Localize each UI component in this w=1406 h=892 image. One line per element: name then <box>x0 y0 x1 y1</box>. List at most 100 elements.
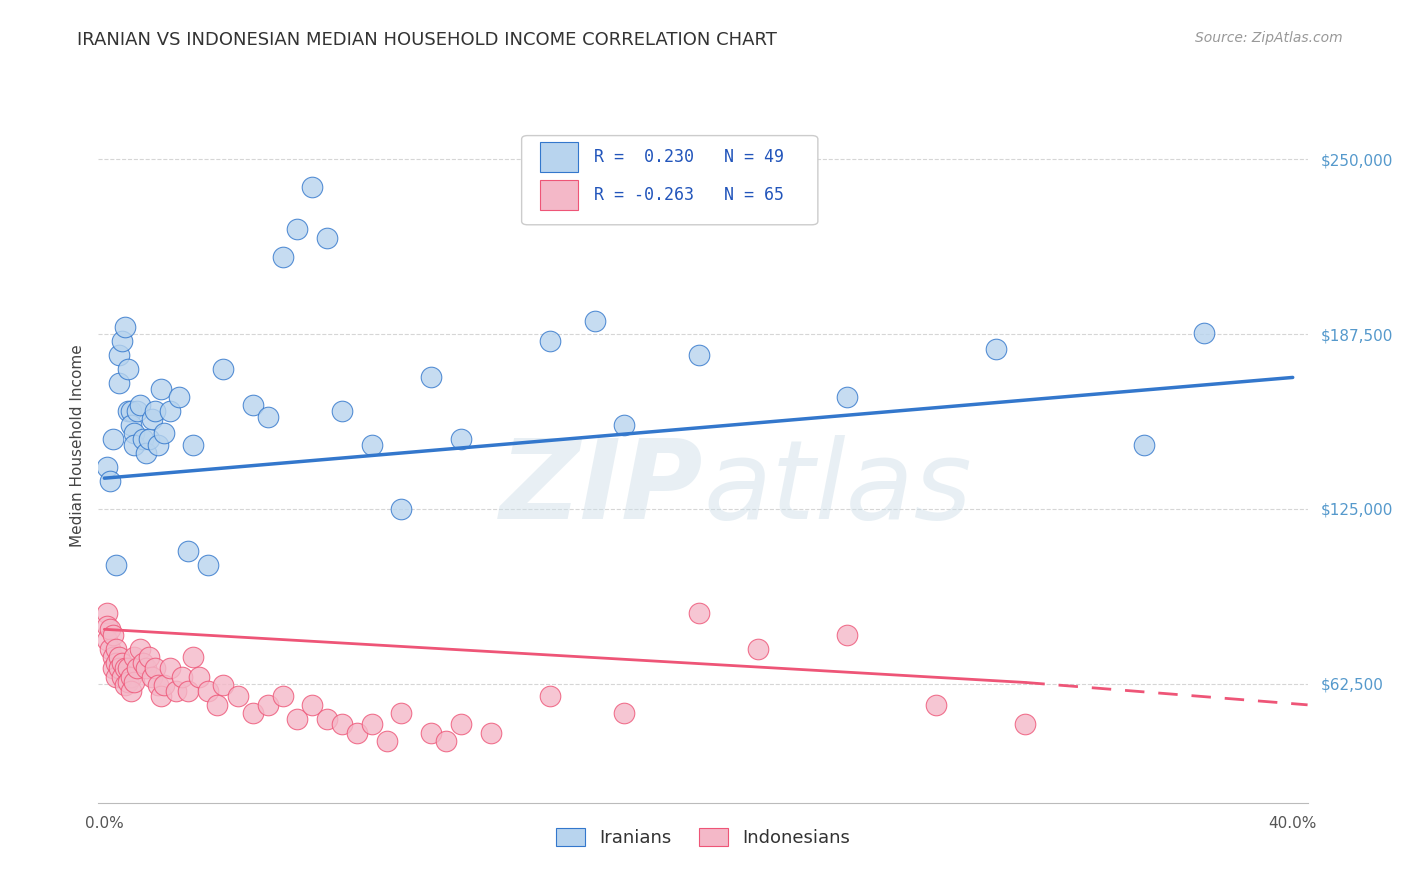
Point <box>108 650 131 665</box>
Point <box>167 390 190 404</box>
Point <box>122 650 145 665</box>
Point <box>538 690 561 704</box>
Point <box>242 706 264 721</box>
Point <box>242 399 264 413</box>
Point <box>613 417 636 432</box>
Point <box>207 698 229 712</box>
Point <box>1133 437 1156 451</box>
Point <box>96 619 118 633</box>
Point <box>271 690 294 704</box>
Point <box>96 606 118 620</box>
Point <box>256 409 278 424</box>
Point <box>122 675 145 690</box>
Point <box>103 650 125 665</box>
Text: R =  0.230   N = 49: R = 0.230 N = 49 <box>595 148 785 166</box>
Point <box>149 690 172 704</box>
Point <box>984 343 1007 357</box>
Point <box>271 250 294 264</box>
Point <box>135 446 157 460</box>
Point <box>170 670 193 684</box>
Point <box>183 437 205 451</box>
Point <box>98 622 121 636</box>
Point <box>143 661 166 675</box>
Point <box>1014 717 1036 731</box>
FancyBboxPatch shape <box>540 180 578 210</box>
Point <box>117 362 139 376</box>
Point <box>120 684 142 698</box>
Point <box>96 633 118 648</box>
Point <box>226 690 249 704</box>
Point <box>479 726 502 740</box>
Point <box>301 698 323 712</box>
Point <box>125 404 148 418</box>
Text: Source: ZipAtlas.com: Source: ZipAtlas.com <box>1195 31 1343 45</box>
Text: atlas: atlas <box>703 435 972 542</box>
Point <box>141 412 163 426</box>
FancyBboxPatch shape <box>540 142 578 172</box>
Point <box>108 376 131 390</box>
Point <box>111 670 134 684</box>
Point <box>141 670 163 684</box>
Point <box>129 641 152 656</box>
Point <box>98 474 121 488</box>
Point <box>287 712 309 726</box>
Text: IRANIAN VS INDONESIAN MEDIAN HOUSEHOLD INCOME CORRELATION CHART: IRANIAN VS INDONESIAN MEDIAN HOUSEHOLD I… <box>77 31 778 49</box>
Point <box>146 437 169 451</box>
Point <box>176 544 198 558</box>
Point <box>391 706 413 721</box>
Point <box>122 437 145 451</box>
Point <box>114 678 136 692</box>
Point <box>135 661 157 675</box>
Point <box>835 390 858 404</box>
Point <box>143 404 166 418</box>
Point <box>98 641 121 656</box>
Point <box>212 362 235 376</box>
Point <box>103 628 125 642</box>
FancyBboxPatch shape <box>522 136 818 225</box>
Legend: Iranians, Indonesians: Iranians, Indonesians <box>548 822 858 855</box>
Point <box>176 684 198 698</box>
Point <box>120 417 142 432</box>
Y-axis label: Median Household Income: Median Household Income <box>69 344 84 548</box>
Point <box>122 426 145 441</box>
Text: R = -0.263   N = 65: R = -0.263 N = 65 <box>595 186 785 203</box>
Point <box>111 656 134 670</box>
Point <box>108 661 131 675</box>
Point <box>138 650 160 665</box>
Point <box>103 661 125 675</box>
Point <box>212 678 235 692</box>
Point <box>125 661 148 675</box>
Point <box>434 734 457 748</box>
Point <box>117 404 139 418</box>
Point <box>146 678 169 692</box>
Point <box>149 382 172 396</box>
Point <box>132 656 155 670</box>
Point <box>105 656 128 670</box>
Point <box>129 399 152 413</box>
Point <box>188 670 211 684</box>
Point <box>688 606 710 620</box>
Point <box>420 726 443 740</box>
Point <box>120 404 142 418</box>
Point <box>108 348 131 362</box>
Point <box>114 661 136 675</box>
Point <box>120 670 142 684</box>
Point <box>105 641 128 656</box>
Point <box>688 348 710 362</box>
Point <box>111 334 134 348</box>
Point <box>103 432 125 446</box>
Point <box>583 314 606 328</box>
Point <box>117 675 139 690</box>
Point <box>197 558 219 572</box>
Point <box>330 404 353 418</box>
Point <box>420 370 443 384</box>
Point <box>538 334 561 348</box>
Point <box>835 628 858 642</box>
Point <box>159 661 181 675</box>
Point <box>316 230 339 244</box>
Point <box>301 180 323 194</box>
Point <box>613 706 636 721</box>
Point <box>183 650 205 665</box>
Point <box>360 437 382 451</box>
Point <box>138 432 160 446</box>
